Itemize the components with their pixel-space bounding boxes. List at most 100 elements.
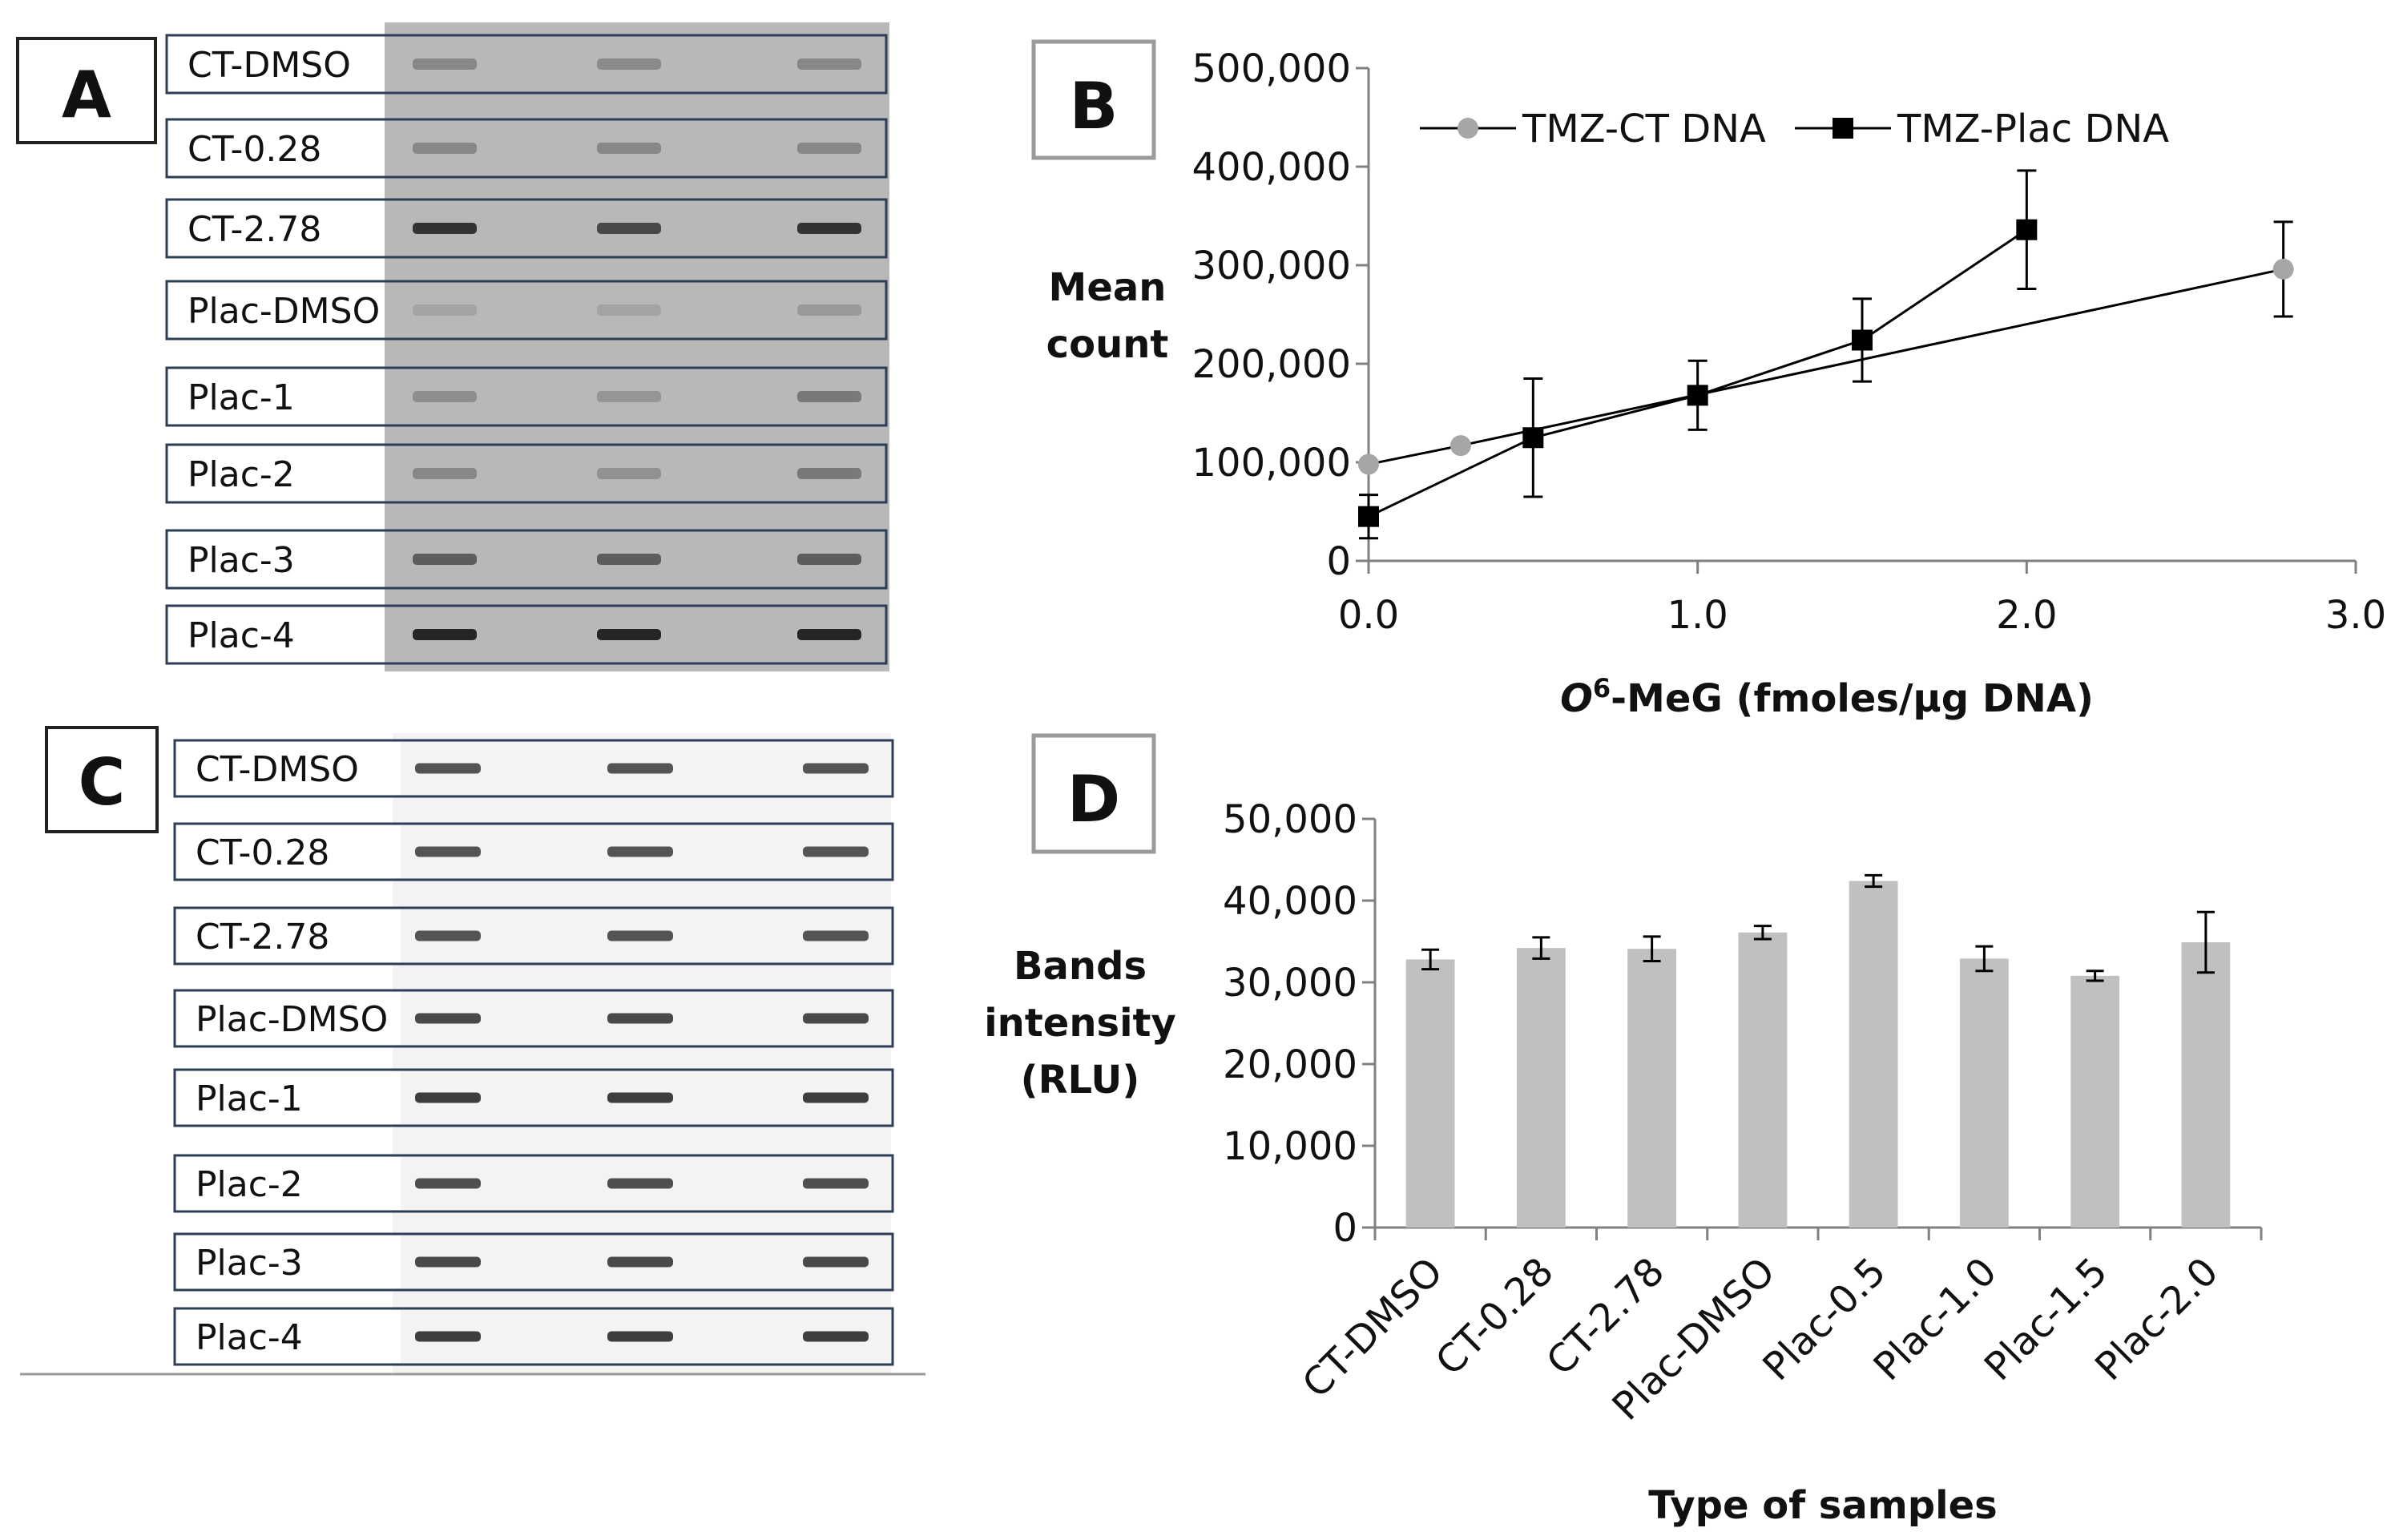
panel-c-gel: CT-DMSO CT-0.28 CT-2.78 Plac-DMSO Plac-1 Plac… [20, 726, 925, 1376]
gel-lane-row: Plac-1 [165, 366, 888, 427]
gel-band [415, 846, 481, 857]
panel-c-gel-background [393, 733, 891, 1374]
gel-lane-label: Plac-3 [187, 540, 295, 581]
panel-b-series [1358, 169, 2294, 540]
gel-lane-row: Plac-DMSO [165, 280, 888, 341]
gel-band [803, 930, 869, 941]
gel-lane-box [173, 1154, 894, 1213]
gel-lane-box [173, 1307, 894, 1366]
gel-lane-label-background [168, 446, 385, 501]
panel-a-letter: A [62, 58, 111, 132]
panel-b-y-tick-label: 500,000 [1192, 46, 1352, 91]
panel-d-bar [1849, 881, 1898, 1228]
gel-band [607, 930, 673, 941]
panel-d-bar [2181, 942, 2231, 1228]
gel-lane-label: Plac-DMSO [196, 999, 388, 1040]
gel-band [803, 846, 869, 857]
gel-lane-label-background [176, 909, 401, 962]
panel-b-y-tick-label: 200,000 [1192, 342, 1352, 387]
gel-lane-label: Plac-2 [187, 454, 295, 495]
panel-d-category-label: Plac-1.5 [1976, 1249, 2116, 1389]
gel-lane-label-background [168, 532, 385, 587]
gel-lane-label-background [168, 283, 385, 337]
panel-b-letter-box: B [1031, 39, 1156, 160]
gel-lane-label: Plac-DMSO [187, 291, 380, 332]
panel-b-x-tick-label: 2.0 [1996, 593, 2057, 638]
gel-band [415, 1178, 481, 1189]
gel-band [413, 223, 477, 234]
gel-band [607, 1178, 673, 1189]
panel-d-x-axis-title: Type of samples [1648, 1483, 1997, 1528]
gel-lane-box [165, 604, 888, 665]
panel-c-letter: C [79, 745, 126, 820]
legend-label: TMZ-CT DNA [1522, 107, 1766, 151]
panel-b-chart: B 0 100,000 200,000 300,000 400,000 500,000 0.… [1031, 39, 2386, 721]
gel-lane-box [173, 739, 894, 798]
panel-b-x-axis-title-rest: -MeG (fmoles/µg DNA) [1611, 676, 2094, 721]
panel-b-y-tick-label: 0 [1326, 539, 1351, 584]
gel-band [413, 391, 477, 402]
panel-a-lanes: CT-DMSO CT-0.28 CT-2.78 Plac-DMSO Plac-1 Plac… [165, 34, 888, 665]
gel-band [797, 223, 861, 234]
gel-lane-box [165, 34, 888, 95]
panel-d-category-label: CT-0.28 [1427, 1249, 1562, 1385]
gel-band [803, 1178, 869, 1189]
panel-b-point-square [1687, 385, 1708, 406]
panel-b-y-tick-label: 400,000 [1192, 145, 1352, 190]
panel-b-y-axis-title-line2: count [1046, 322, 1169, 367]
panel-d-y-tick-label: 20,000 [1223, 1042, 1357, 1087]
gel-band [797, 629, 861, 640]
panel-b-point-square [2016, 219, 2038, 240]
gel-lane-row: CT-2.78 [165, 198, 888, 259]
panel-b-letter: B [1070, 69, 1119, 143]
gel-band [413, 58, 477, 70]
gel-band [607, 1092, 673, 1103]
gel-lane-box [165, 529, 888, 590]
gel-lane-row: Plac-4 [165, 604, 888, 665]
gel-lane-row: Plac-1 [173, 1068, 894, 1127]
gel-band [597, 58, 661, 70]
gel-lane-label-background [176, 825, 401, 878]
gel-lane-row: Plac-2 [173, 1154, 894, 1213]
panel-d-bar [1738, 932, 1788, 1228]
panel-d-y-axis-title-line2: intensity [984, 1001, 1176, 1046]
gel-lane-row: Plac-4 [173, 1307, 894, 1366]
gel-lane-box [173, 989, 894, 1048]
panel-b-series-line [1368, 268, 2284, 466]
gel-lane-label-background [176, 1157, 401, 1210]
panel-d-category-label: CT-DMSO [1294, 1249, 1452, 1407]
panel-d-y-tick-label: 0 [1333, 1206, 1357, 1251]
gel-lane-box [173, 1232, 894, 1292]
panel-d-chart: D 0 10,000 20,000 30,000 40,000 50,000 CT-DMS… [984, 733, 2263, 1528]
gel-band [413, 468, 477, 479]
gel-band [597, 554, 661, 565]
panel-b-legend: TMZ-CT DNA TMZ-Plac DNA [1420, 107, 2169, 151]
panel-a-gel: CT-DMSO CT-0.28 CT-2.78 Plac-DMSO Plac-1 Plac… [16, 22, 889, 671]
panel-b-x-axis-title-italic: O [1560, 676, 1593, 721]
gel-lane-label: Plac-4 [196, 1317, 303, 1358]
gel-lane-box [165, 118, 888, 179]
gel-lane-box [173, 1068, 894, 1127]
gel-lane-box [165, 443, 888, 504]
panel-d-category-label: Plac-2.0 [2087, 1249, 2227, 1389]
gel-band [797, 58, 861, 70]
panel-d-y-tick-label: 40,000 [1223, 879, 1357, 924]
gel-lane-row: CT-2.78 [173, 906, 894, 966]
gel-lane-label: CT-0.28 [196, 832, 329, 873]
panel-d-axes: 0 10,000 20,000 30,000 40,000 50,000 [1223, 797, 2263, 1251]
gel-band [797, 468, 861, 479]
gel-band [803, 1013, 869, 1024]
panel-d-y-tick-label: 50,000 [1223, 797, 1357, 842]
gel-lane-label: CT-2.78 [187, 209, 321, 250]
panel-c-letter-box: C [45, 726, 159, 833]
gel-lane-label-background [176, 1071, 401, 1124]
gel-lane-box [165, 366, 888, 427]
gel-band [415, 1013, 481, 1024]
gel-lane-label: CT-DMSO [196, 749, 359, 790]
gel-band [797, 143, 861, 154]
gel-band [597, 468, 661, 479]
gel-band [597, 143, 661, 154]
gel-lane-row: CT-DMSO [173, 739, 894, 798]
gel-band [597, 304, 661, 316]
